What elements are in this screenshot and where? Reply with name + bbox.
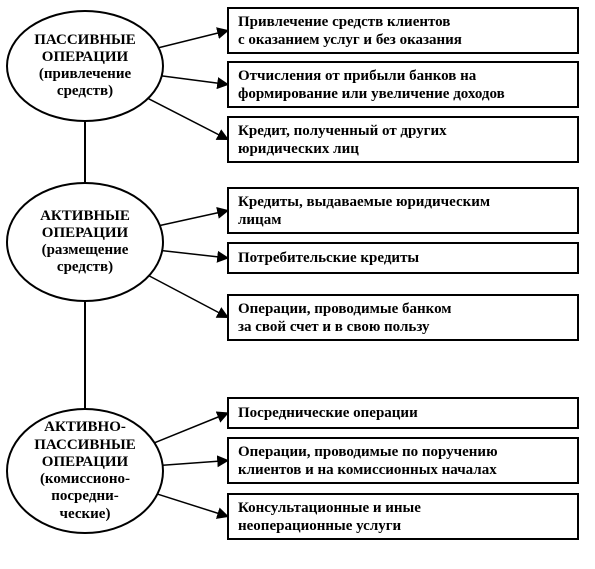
node-label-n2: АКТИВНЫЕ ОПЕРАЦИИ (размещение средств): [7, 183, 163, 301]
box-label-b1: Привлечение средств клиентов с оказанием…: [228, 8, 578, 53]
box-label-b2: Отчисления от прибыли банков на формиров…: [228, 62, 578, 107]
box-label-b3: Кредит, полученный от других юридических…: [228, 117, 578, 162]
box-label-b4: Кредиты, выдаваемые юридическим лицам: [228, 188, 578, 233]
box-label-b7: Посреднические операции: [228, 398, 578, 428]
box-label-b8: Операции, проводимые по поручению клиент…: [228, 438, 578, 483]
node-label-n3: АКТИВНО- ПАССИВНЫЕ ОПЕРАЦИИ (комиссионо-…: [7, 409, 163, 533]
node-label-n1: ПАССИВНЫЕ ОПЕРАЦИИ (привлечение средств): [7, 11, 163, 121]
box-label-b5: Потребительские кредиты: [228, 243, 578, 273]
box-label-b6: Операции, проводимые банком за свой счет…: [228, 295, 578, 340]
box-label-b9: Консультационные и иные неоперационные у…: [228, 494, 578, 539]
